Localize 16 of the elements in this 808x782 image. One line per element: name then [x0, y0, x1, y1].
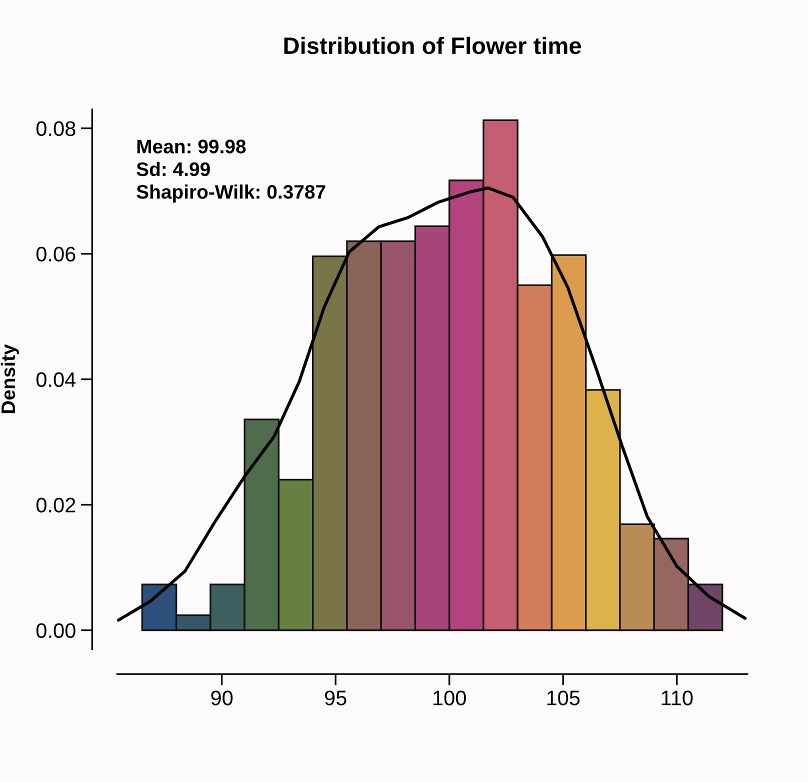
- y-tick-label: 0.00: [36, 623, 76, 638]
- x-tick-label: 100: [434, 690, 466, 706]
- y-tick-label: 0.08: [36, 121, 76, 136]
- y-tick-label: 0.06: [36, 246, 76, 262]
- chart-title: Distribution of Flower time: [284, 36, 582, 54]
- annotation: Sd: 4.99: [136, 162, 210, 176]
- y-axis-title: Density: [0, 344, 19, 414]
- y-tick-label: 0.04: [36, 372, 76, 388]
- y-tick-label: 0.02: [36, 498, 76, 513]
- line-series: [117, 186, 747, 622]
- x-tick-label: 90: [211, 690, 233, 706]
- annotation: Mean: 99.98: [137, 140, 246, 154]
- x-tick-label: 95: [324, 690, 346, 706]
- x-tick-label: 105: [547, 690, 580, 706]
- x-tick-label: 110: [662, 690, 693, 706]
- annotation: Shapiro-Wilk: 0.3787: [136, 184, 326, 203]
